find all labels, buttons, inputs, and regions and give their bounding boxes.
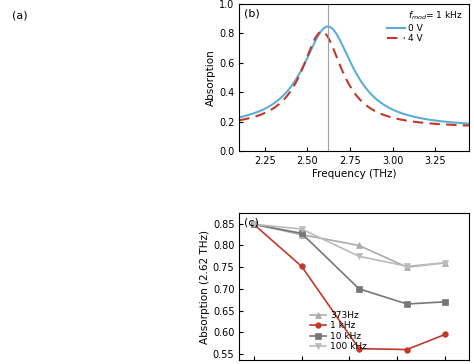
- 100 kHz: [442, 261, 448, 265]
- 100 kHz: [404, 264, 410, 269]
- 100 kHz: [299, 227, 304, 231]
- X-axis label: Frequency (THz): Frequency (THz): [312, 169, 397, 179]
- 1 kHz: [442, 332, 448, 337]
- 10 kHz: [442, 300, 448, 304]
- Line: 100 kHz: 100 kHz: [251, 221, 448, 269]
- Y-axis label: Absorption: Absorption: [206, 49, 216, 106]
- 10 kHz: [356, 286, 362, 291]
- 100 kHz: [356, 254, 362, 258]
- 1 kHz: [356, 347, 362, 351]
- 10 kHz: [299, 231, 304, 236]
- 373Hz: [299, 233, 304, 237]
- 10 kHz: [404, 302, 410, 306]
- Line: 10 kHz: 10 kHz: [251, 221, 448, 307]
- Line: 373Hz: 373Hz: [251, 221, 448, 270]
- 373Hz: [404, 265, 410, 269]
- Text: (c): (c): [244, 217, 259, 228]
- 10 kHz: [251, 222, 256, 226]
- 373Hz: [251, 222, 256, 226]
- 1 kHz: [299, 264, 304, 269]
- 1 kHz: [251, 222, 256, 226]
- 100 kHz: [251, 222, 256, 226]
- Text: (b): (b): [244, 8, 260, 18]
- Line: 1 kHz: 1 kHz: [251, 221, 448, 352]
- 1 kHz: [404, 347, 410, 352]
- 373Hz: [442, 261, 448, 265]
- Legend: $f_{mod}$= 1 kHz, 0 V, 4 V: $f_{mod}$= 1 kHz, 0 V, 4 V: [385, 8, 465, 45]
- Y-axis label: Absorption (2.62 THz): Absorption (2.62 THz): [200, 230, 210, 344]
- Legend: 373Hz, 1 kHz, 10 kHz, 100 kHz: 373Hz, 1 kHz, 10 kHz, 100 kHz: [308, 309, 369, 353]
- Text: (a): (a): [12, 11, 27, 21]
- 373Hz: [356, 243, 362, 248]
